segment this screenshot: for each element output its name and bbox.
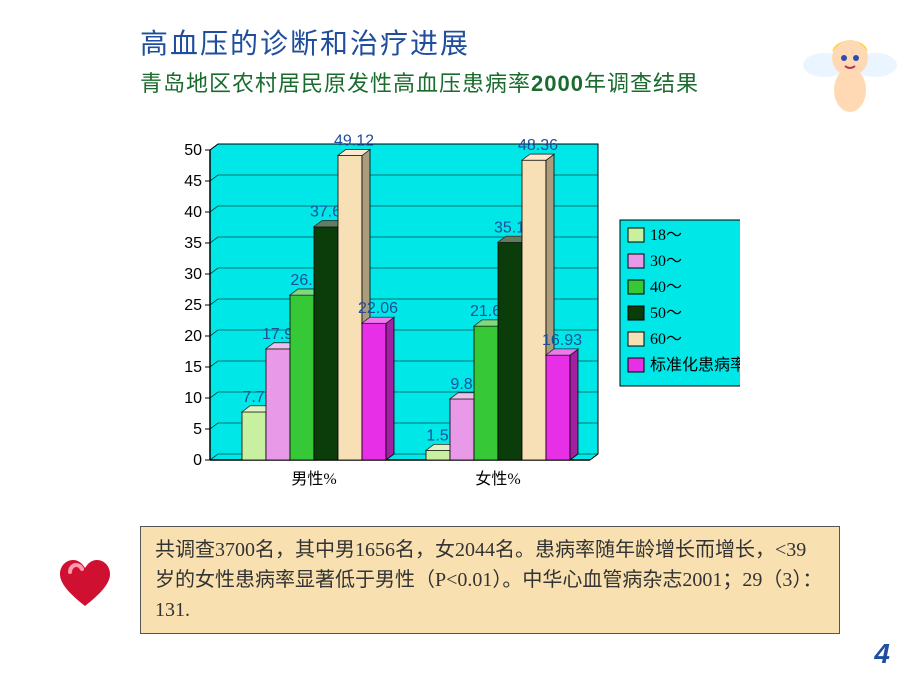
svg-text:5: 5 <box>193 421 202 438</box>
subtitle-part2: 年调查结果 <box>584 71 699 96</box>
heart-icon <box>60 560 110 606</box>
svg-text:标准化患病率: 标准化患病率 <box>650 356 740 374</box>
page-number: 4 <box>874 638 890 670</box>
svg-text:50～: 50～ <box>650 305 682 322</box>
subtitle-part1: 青岛地区农村居民原发性高血压患病率 <box>140 71 531 96</box>
svg-text:30: 30 <box>184 266 202 283</box>
svg-text:20: 20 <box>184 328 202 345</box>
svg-text:10: 10 <box>184 390 202 407</box>
svg-text:30～: 30～ <box>650 253 682 270</box>
svg-text:18～: 18～ <box>650 227 682 244</box>
svg-text:40: 40 <box>184 204 202 221</box>
svg-text:16.93: 16.93 <box>542 332 582 349</box>
caption-box: 共调查3700名，其中男1656名，女2044名。患病率随年龄增长而增长，<39… <box>140 526 840 634</box>
page-title: 高血压的诊断和治疗进展 <box>140 22 470 62</box>
svg-text:50: 50 <box>184 142 202 159</box>
svg-text:15: 15 <box>184 359 202 376</box>
svg-text:48.36: 48.36 <box>518 137 558 154</box>
svg-text:60～: 60～ <box>650 331 682 348</box>
svg-text:40～: 40～ <box>650 279 682 296</box>
svg-text:女性%: 女性% <box>475 469 520 488</box>
svg-text:22.06: 22.06 <box>358 300 398 317</box>
svg-text:25: 25 <box>184 297 202 314</box>
angel-decoration <box>800 20 900 120</box>
svg-text:35: 35 <box>184 235 202 252</box>
page-subtitle: 青岛地区农村居民原发性高血压患病率2000年调查结果 <box>140 66 699 98</box>
svg-text:45: 45 <box>184 173 202 190</box>
subtitle-year: 2000 <box>531 71 584 96</box>
bar-chart-3d: 051015202530354045507.7617.9326.637.6349… <box>170 130 740 510</box>
svg-text:0: 0 <box>193 452 202 469</box>
svg-text:49.12: 49.12 <box>334 132 374 149</box>
svg-text:男性%: 男性% <box>291 470 336 488</box>
